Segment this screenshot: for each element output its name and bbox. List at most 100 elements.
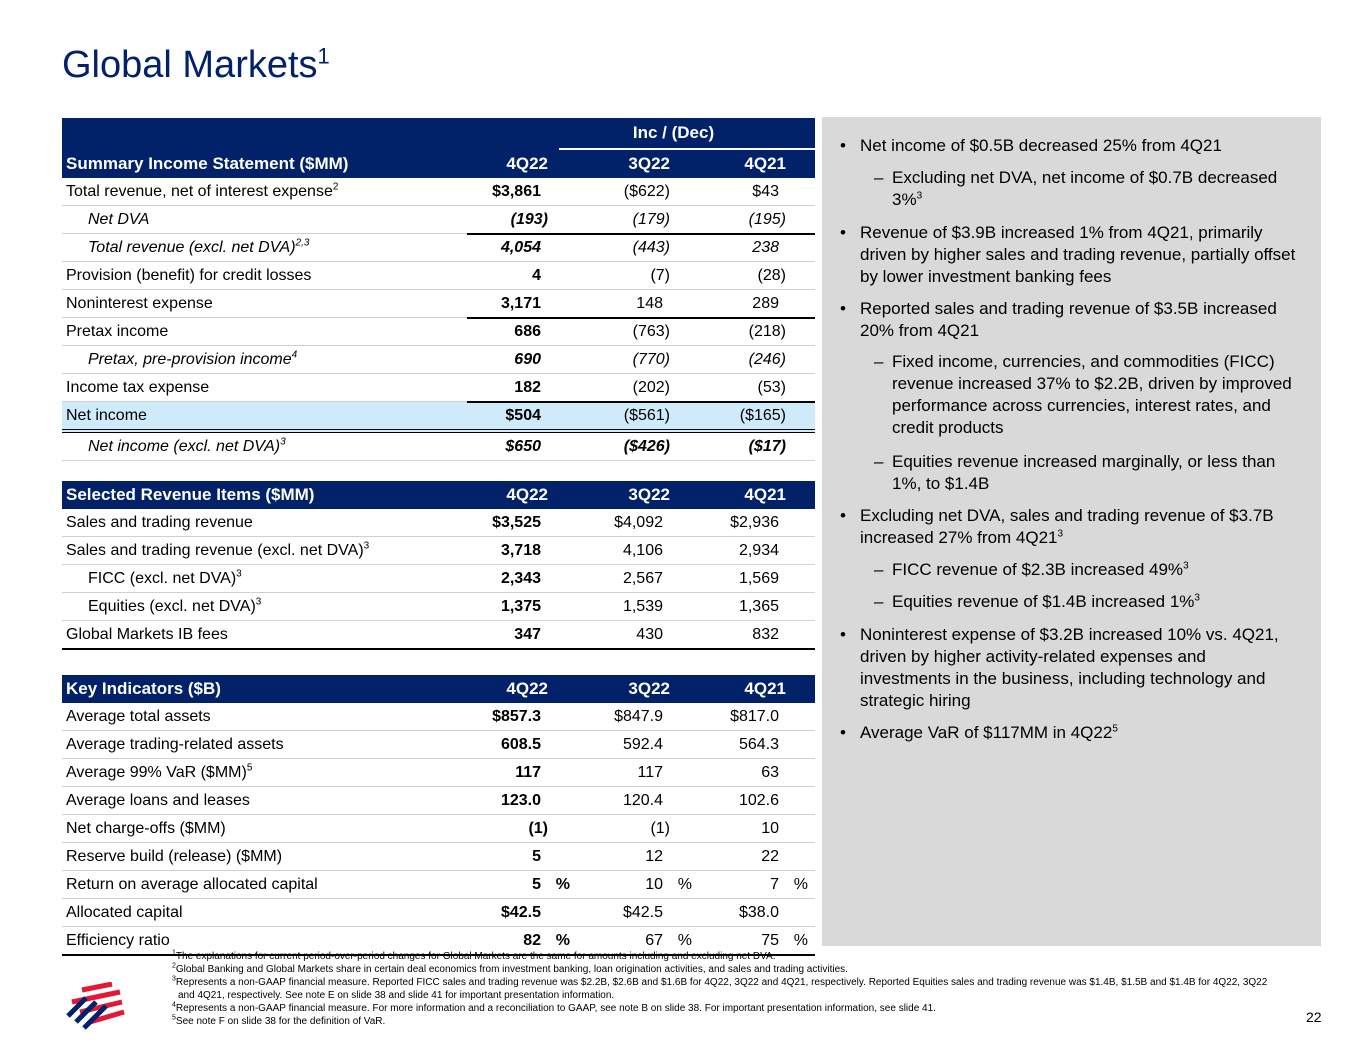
row-value: (246)	[748, 351, 786, 368]
row-label-text: Income tax expense	[66, 379, 210, 396]
row-label-text: Average trading-related assets	[66, 736, 284, 753]
row-value: 1,569	[738, 570, 779, 587]
row-value: (179)	[632, 211, 670, 228]
row-label-text: Average loans and leases	[66, 792, 250, 809]
row-value: $4,092	[614, 514, 663, 531]
dash-icon: –	[874, 168, 884, 187]
sub-bullet: – Fixed income, currencies, and commoditi…	[874, 351, 1304, 439]
row-footnote: 2	[332, 181, 339, 193]
row-label: Sales and trading revenue	[66, 509, 253, 536]
bullet-footnote: 5	[1112, 723, 1118, 735]
row-value: $42.5	[622, 904, 663, 921]
dash-icon: –	[874, 560, 884, 579]
row-label-text: Pretax income	[66, 323, 169, 340]
row-value: $650	[505, 438, 541, 455]
table-row: Pretax income 686 (763) (218)	[62, 317, 815, 346]
row-footnote: 3	[236, 568, 242, 580]
table-row: Net income $504 ($561) ($165)	[62, 401, 815, 433]
table-row: Total revenue (excl. net DVA)2,3 4,054 (44…	[62, 233, 815, 262]
row-label: Provision (benefit) for credit losses	[66, 262, 311, 289]
indicators-header-row: Key Indicators ($B) 4Q22 3Q22 4Q21	[62, 675, 815, 703]
table-row: Net income (excl. net DVA)3 $650 ($426) ($1…	[62, 433, 815, 461]
table-header-label: Summary Income Statement ($MM)	[66, 154, 349, 173]
row-value: $2,936	[730, 514, 779, 531]
bullet: • Reported sales and trading revenue of $…	[840, 298, 1300, 342]
row-value: (1)	[528, 820, 548, 837]
row-label-text: Average 99% VaR ($MM)	[66, 764, 247, 781]
row-label: FICC (excl. net DVA)3	[88, 565, 242, 592]
row-value: 2,343	[500, 570, 541, 587]
percent-unit: %	[793, 876, 808, 893]
row-label-text: Equities (excl. net DVA)	[88, 598, 256, 615]
row-label-text: Net income (excl. net DVA)	[88, 438, 281, 455]
row-value: 102.6	[738, 792, 779, 809]
bullet: • Average VaR of $117MM in 4Q225	[840, 722, 1300, 744]
bullet-footnote: 3	[1057, 528, 1064, 540]
row-label-text: Reserve build (release) ($MM)	[66, 848, 283, 865]
row-label-text: Net charge-offs ($MM)	[66, 820, 226, 837]
row-value: ($426)	[623, 438, 670, 455]
table-row: Noninterest expense 3,171 148 289	[62, 290, 815, 318]
page-number: 22	[1306, 1009, 1322, 1025]
row-label: Reserve build (release) ($MM)	[66, 843, 282, 870]
footnote-number: 1	[172, 949, 176, 957]
row-value: 289	[752, 295, 779, 312]
table-row: FICC (excl. net DVA)3 2,343 2,567 1,569	[62, 565, 815, 593]
row-value: (193)	[510, 211, 548, 228]
bullet-text: Equities revenue of $1.4B increased 1%	[892, 592, 1195, 611]
row-label-text: Global Markets IB fees	[66, 626, 228, 643]
footnote-text: Represents a non-GAAP financial measure.…	[175, 977, 1268, 1001]
row-value: 4	[532, 267, 541, 284]
row-label: Total revenue, net of interest expense2	[66, 178, 338, 205]
footnote: 5See note F on slide 38 for the definiti…	[172, 1015, 1272, 1028]
bullet-footnote: 3	[1183, 560, 1189, 572]
row-value: $3,861	[492, 183, 541, 200]
row-label: Average loans and leases	[66, 787, 250, 814]
footnote-number: 4	[172, 1001, 176, 1009]
row-value: 2,567	[622, 570, 663, 587]
page-title: Global Markets1	[62, 44, 330, 87]
row-label-text: Total revenue, net of interest expense	[66, 183, 333, 200]
group-header-row: Inc / (Dec)	[62, 118, 815, 150]
column-header-4Q22: 4Q22	[506, 485, 548, 504]
row-footnote: 3	[280, 436, 286, 448]
row-label: Net charge-offs ($MM)	[66, 815, 226, 842]
row-label: Net income (excl. net DVA)3	[88, 433, 286, 460]
row-value: 2,934	[738, 542, 779, 559]
row-label-text: Pretax, pre-provision income	[88, 351, 292, 368]
percent-unit: %	[793, 932, 808, 949]
bullet-text: FICC revenue of $2.3B increased 49%	[892, 560, 1184, 579]
row-footnote: 5	[246, 762, 253, 774]
row-value: (218)	[748, 323, 786, 340]
row-value: 347	[514, 626, 541, 643]
row-label: Net income	[66, 402, 147, 429]
row-value: 238	[752, 239, 779, 256]
footnote: 4Represents a non-GAAP financial measure…	[172, 1002, 1272, 1015]
row-label-text: Total revenue (excl. net DVA)	[88, 239, 296, 256]
row-label: Total revenue (excl. net DVA)2,3	[88, 234, 309, 261]
row-value: 120.4	[622, 792, 663, 809]
row-value: 592.4	[622, 736, 663, 753]
inc-dec-label: Inc / (Dec)	[632, 123, 715, 142]
table-row: Global Markets IB fees 347 430 832	[62, 621, 815, 650]
table-row: Income tax expense 182 (202) (53)	[62, 374, 815, 402]
row-value: 10	[645, 876, 663, 893]
row-value: (1)	[650, 820, 670, 837]
row-value: 4,054	[500, 239, 541, 256]
bullet-icon: •	[840, 223, 846, 242]
title-footnote: 1	[317, 43, 330, 69]
bullet: • Excluding net DVA, sales and trading re…	[840, 505, 1300, 549]
bullet-text: Equities revenue increased marginally, o…	[892, 452, 1276, 493]
sub-bullet: – Excluding net DVA, net income of $0.7B …	[874, 167, 1304, 211]
bullet-text: Fixed income, currencies, and commoditie…	[892, 352, 1292, 437]
bank-logo-icon	[66, 982, 125, 1030]
row-value: ($17)	[748, 438, 786, 455]
column-header-4Q21: 4Q21	[744, 485, 786, 504]
row-label-text: Sales and trading revenue	[66, 514, 253, 531]
key-indicators-table: Key Indicators ($B) 4Q22 3Q22 4Q21 Average t…	[62, 675, 815, 956]
row-footnote: 3	[255, 596, 262, 608]
bullet-icon: •	[840, 625, 846, 644]
row-value: 12	[645, 848, 663, 865]
table-row: Equities (excl. net DVA)3 1,375 1,539 1,365	[62, 593, 815, 621]
